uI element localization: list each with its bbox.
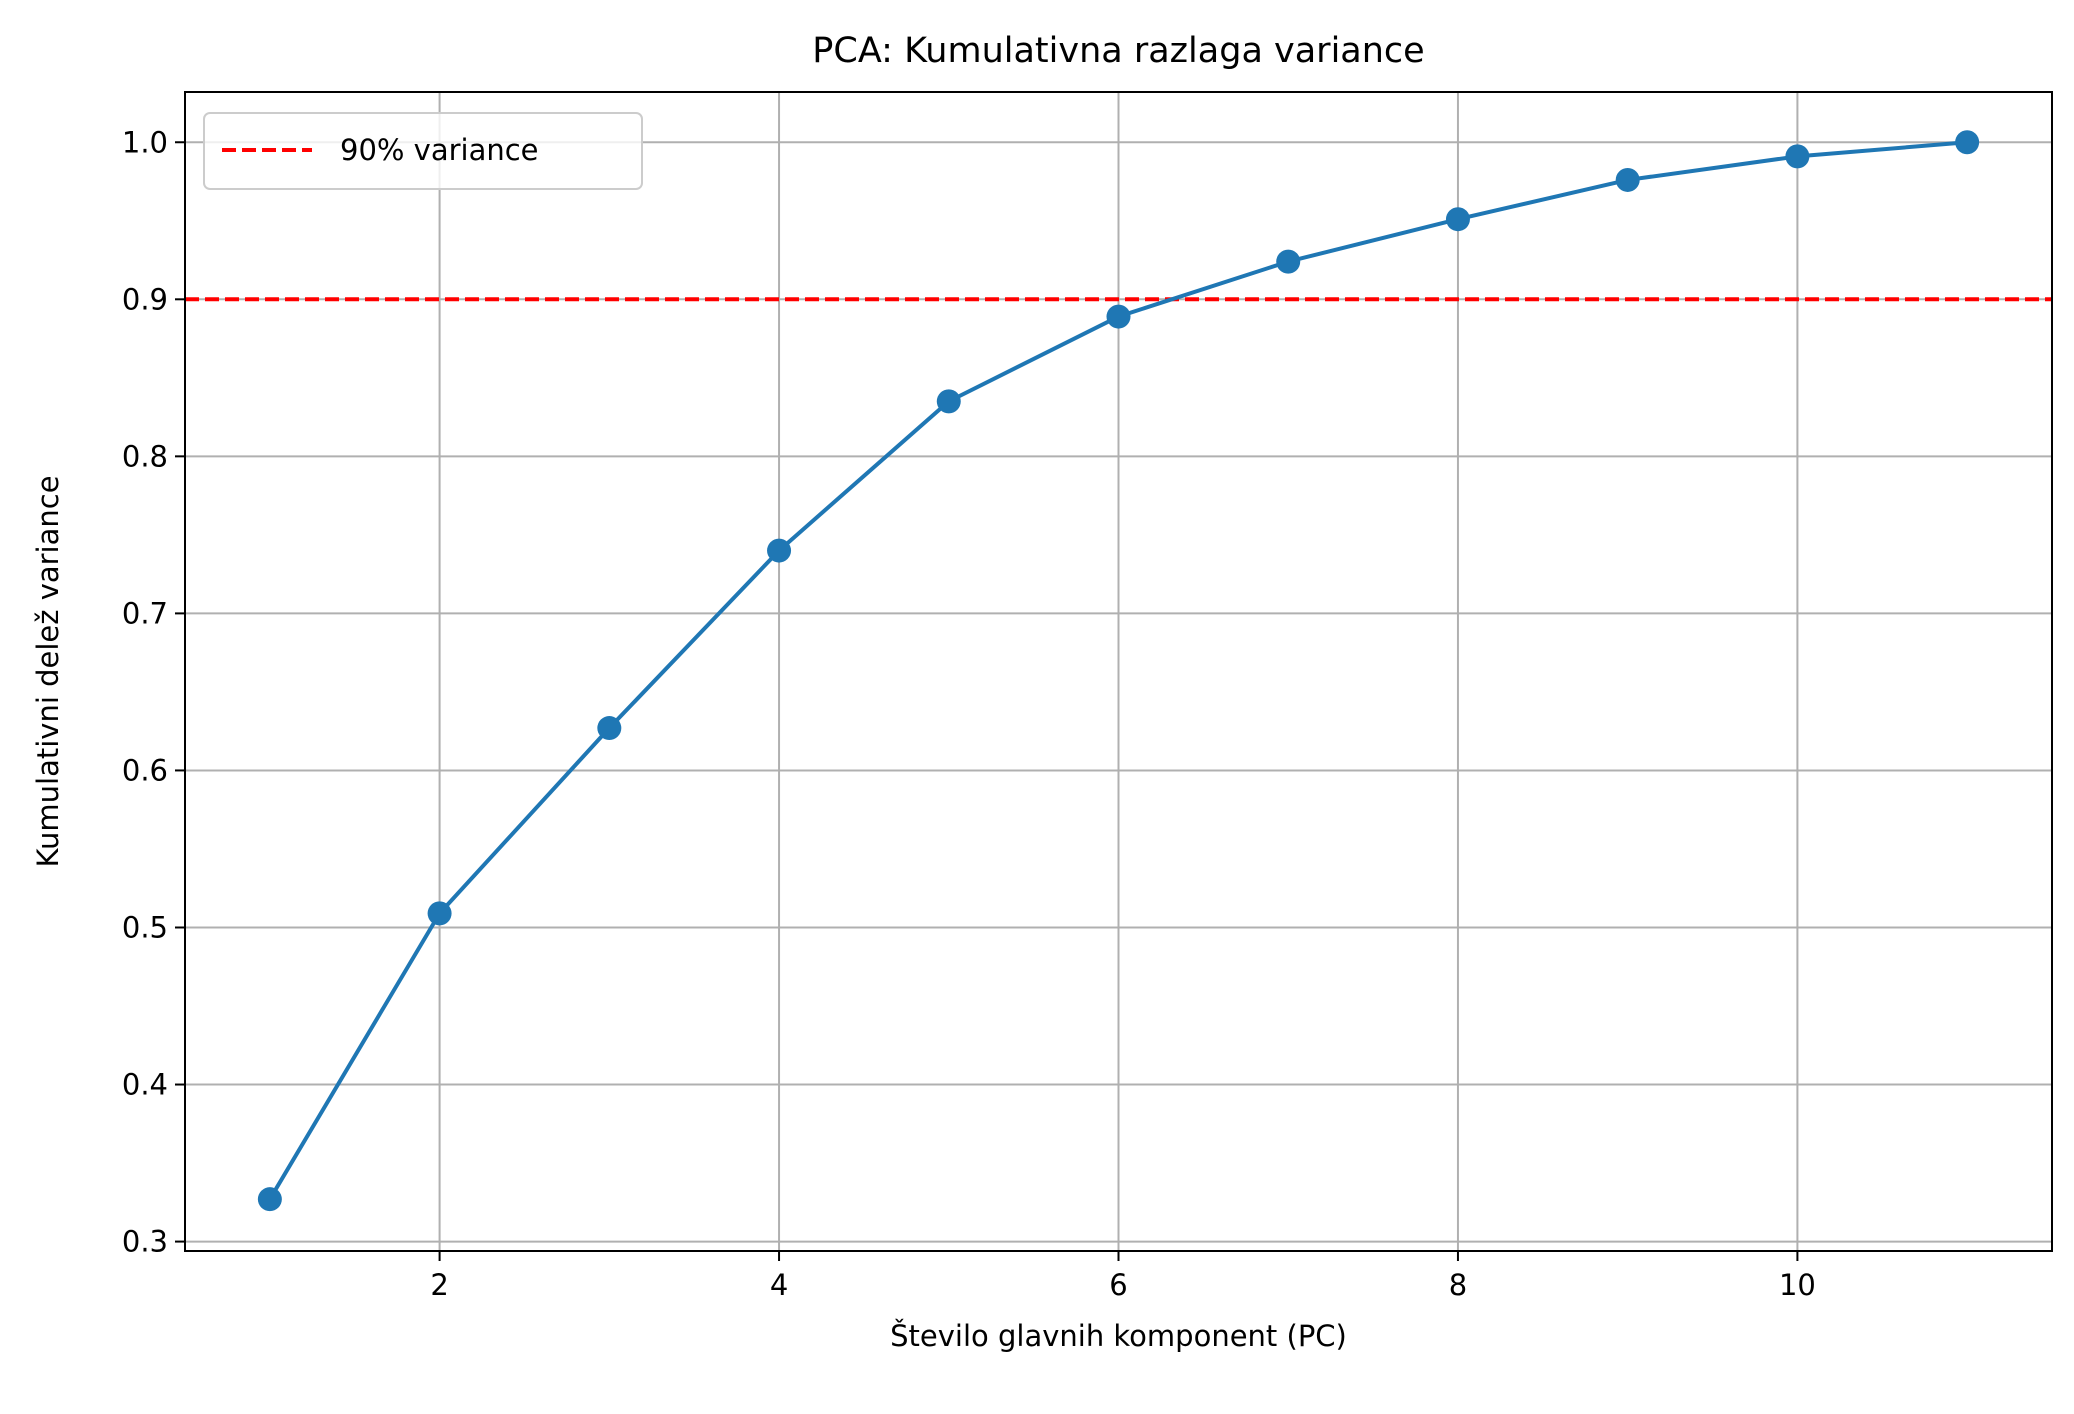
series	[257, 130, 1980, 1212]
data-point	[767, 538, 792, 563]
y-tick-label: 0.3	[122, 1225, 168, 1259]
legend-label-90-variance: 90% variance	[340, 133, 539, 167]
data-point	[1955, 130, 1980, 155]
data-point	[597, 716, 622, 741]
y-tick-label: 0.9	[122, 282, 168, 316]
x-axis-title: Število glavnih komponent (PC)	[890, 1319, 1347, 1353]
y-ticks: 0.3 0.4 0.5 0.6 0.7 0.8 0.9 1.0	[122, 125, 185, 1259]
x-tick-label: 4	[770, 1268, 788, 1302]
y-tick-label: 0.4	[122, 1068, 168, 1102]
x-tick-label: 8	[1449, 1268, 1467, 1302]
data-point	[1276, 249, 1301, 274]
chart-title: PCA: Kumulativna razlaga variance	[812, 31, 1424, 71]
data-point	[1785, 144, 1810, 169]
data-point	[427, 901, 452, 926]
data-point	[257, 1187, 282, 1212]
y-tick-label: 1.0	[122, 125, 168, 159]
x-tick-label: 6	[1109, 1268, 1127, 1302]
data-point	[1445, 207, 1470, 232]
data-point	[1615, 167, 1640, 192]
x-ticks: 2 4 6 8 10	[430, 1251, 1816, 1302]
y-axis-title: Kumulativni delež variance	[31, 475, 65, 867]
data-point	[936, 389, 961, 414]
legend: 90% variance	[203, 112, 643, 190]
data-point	[1106, 304, 1131, 329]
y-tick-label: 0.7	[122, 596, 168, 630]
x-tick-label: 2	[430, 1268, 448, 1302]
y-tick-label: 0.5	[122, 910, 168, 944]
x-tick-label: 10	[1779, 1268, 1816, 1302]
y-tick-label: 0.8	[122, 439, 168, 473]
legend-box	[203, 112, 643, 190]
y-tick-label: 0.6	[122, 753, 168, 787]
